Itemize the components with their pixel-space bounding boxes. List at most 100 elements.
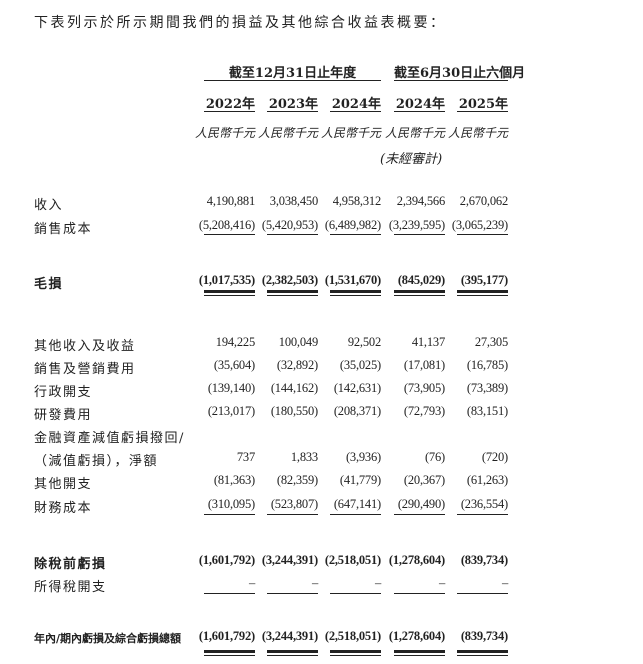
- cell-value: –: [311, 576, 318, 590]
- cell-value: (32,892): [276, 358, 318, 372]
- divider: [330, 593, 381, 594]
- cell-value: (310,095): [207, 497, 255, 511]
- unit-label: 人民幣千元: [195, 126, 256, 140]
- cell-value: 41,137: [411, 335, 445, 349]
- divider: [330, 111, 381, 112]
- row-label: （減值虧損），淨額: [34, 454, 159, 469]
- divider: [267, 234, 318, 235]
- cell-value: (6,489,982): [324, 218, 381, 232]
- cell-value: (76): [424, 450, 445, 464]
- row-label: 毛損: [34, 277, 64, 292]
- cell-value: 2,670,062: [459, 194, 508, 208]
- cell-value: (3,244,391): [261, 629, 318, 643]
- cell-value: (180,550): [270, 404, 318, 418]
- cell-value: (2,518,051): [324, 553, 381, 567]
- double-underline: [204, 295, 255, 296]
- cell-value: 4,190,881: [206, 194, 255, 208]
- divider: [330, 234, 381, 235]
- cell-value: (139,140): [207, 381, 255, 395]
- divider: [267, 111, 318, 112]
- double-underline: [394, 295, 445, 296]
- divider: [457, 514, 508, 515]
- cell-value: (3,239,595): [388, 218, 445, 232]
- cell-value: (1,601,792): [198, 553, 255, 567]
- cell-value: (72,793): [403, 404, 445, 418]
- divider: [204, 111, 255, 112]
- cell-value: (213,017): [207, 404, 255, 418]
- header-group-half: 截至6月30日止六個月: [394, 66, 526, 81]
- cell-value: (73,389): [466, 381, 508, 395]
- cell-value: (16,785): [466, 358, 508, 372]
- cell-value: 27,305: [474, 335, 508, 349]
- divider: [204, 80, 381, 81]
- row-label: 除稅前虧損: [34, 557, 107, 572]
- unit-label: 人民幣千元: [321, 126, 382, 140]
- cell-value: (647,141): [333, 497, 381, 511]
- unit-label: 人民幣千元: [258, 126, 319, 140]
- row-label: 銷售成本: [34, 222, 93, 237]
- cell-value: –: [248, 576, 255, 590]
- cell-value: (61,263): [466, 473, 508, 487]
- divider: [204, 514, 255, 515]
- cell-value: (2,518,051): [324, 629, 381, 643]
- double-underline: [457, 295, 508, 296]
- cell-value: 194,225: [215, 335, 255, 349]
- row-label: 其他收入及收益: [34, 339, 136, 354]
- divider: [204, 593, 255, 594]
- cell-value: 737: [236, 450, 255, 464]
- divider: [457, 234, 508, 235]
- header-group-annual: 截至12月31日止年度: [228, 66, 357, 81]
- cell-value: –: [438, 576, 445, 590]
- row-label: 銷售及營銷費用: [34, 362, 136, 377]
- cell-value: (17,081): [403, 358, 445, 372]
- divider: [204, 234, 255, 235]
- row-label: 行政開支: [34, 385, 93, 400]
- cell-value: (839,734): [460, 629, 508, 643]
- row-label: 其他開支: [34, 477, 93, 492]
- divider: [330, 514, 381, 515]
- cell-value: 92,502: [347, 335, 381, 349]
- cell-value: (2,382,503): [261, 273, 318, 287]
- row-label: 所得稅開支: [34, 580, 107, 595]
- double-underline: [267, 650, 318, 653]
- double-underline: [330, 290, 381, 293]
- row-label: 金融資產減值虧損撥回/: [34, 431, 185, 446]
- cell-value: (83,151): [466, 404, 508, 418]
- unaudited-note: (未經審計): [380, 152, 443, 167]
- cell-value: (720): [481, 450, 508, 464]
- intro-text: 下表列示於所示期間我們的損益及其他綜合收益表概要：: [34, 15, 447, 31]
- divider: [457, 593, 508, 594]
- year-header: 2023年: [268, 97, 318, 112]
- year-header: 2025年: [458, 97, 508, 112]
- divider: [267, 593, 318, 594]
- double-underline: [267, 295, 318, 296]
- cell-value: (1,017,535): [198, 273, 255, 287]
- divider: [457, 111, 508, 112]
- double-underline: [457, 655, 508, 656]
- double-underline: [204, 650, 255, 653]
- cell-value: 1,833: [290, 450, 318, 464]
- cell-value: (3,244,391): [261, 553, 318, 567]
- cell-value: (1,278,604): [388, 553, 445, 567]
- cell-value: (35,604): [213, 358, 255, 372]
- double-underline: [204, 655, 255, 656]
- cell-value: (290,490): [397, 497, 445, 511]
- double-underline: [394, 655, 445, 656]
- cell-value: (845,029): [397, 273, 445, 287]
- cell-value: 100,049: [278, 335, 318, 349]
- year-header: 2024年: [331, 97, 381, 112]
- cell-value: 4,958,312: [332, 194, 381, 208]
- divider: [394, 514, 445, 515]
- double-underline: [204, 290, 255, 293]
- cell-value: (35,025): [339, 358, 381, 372]
- cell-value: (41,779): [339, 473, 381, 487]
- double-underline: [394, 290, 445, 293]
- year-header: 2024年: [395, 97, 445, 112]
- cell-value: 2,394,566: [396, 194, 445, 208]
- cell-value: (81,363): [213, 473, 255, 487]
- cell-value: 3,038,450: [269, 194, 318, 208]
- cell-value: (1,601,792): [198, 629, 255, 643]
- cell-value: (73,905): [403, 381, 445, 395]
- cell-value: (82,359): [276, 473, 318, 487]
- cell-value: (144,162): [270, 381, 318, 395]
